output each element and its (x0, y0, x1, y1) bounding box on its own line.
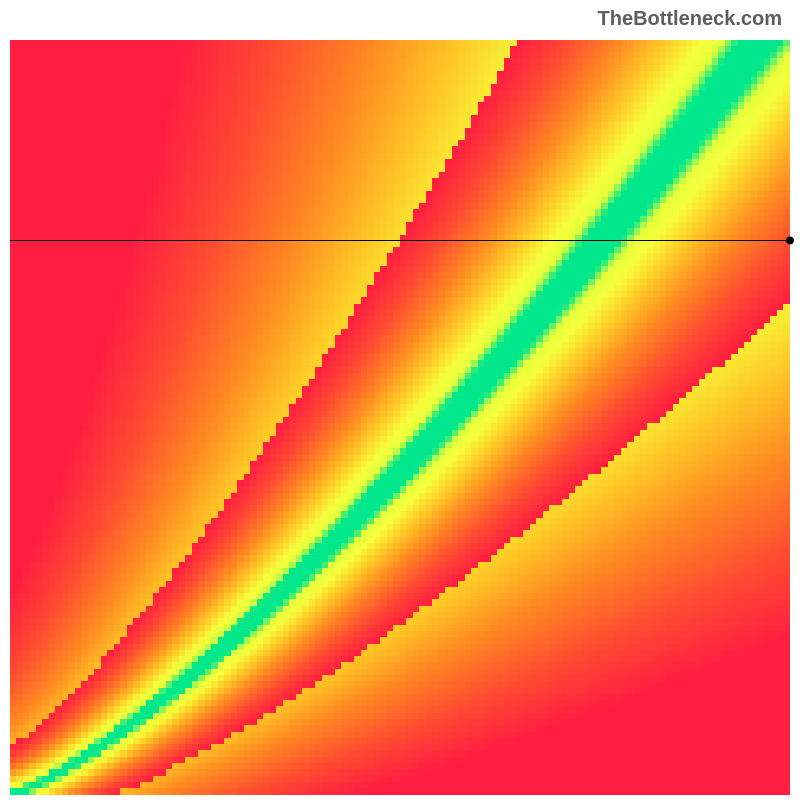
reference-line-endpoint (786, 237, 794, 245)
reference-line (10, 240, 790, 241)
watermark-text: TheBottleneck.com (598, 8, 782, 31)
heatmap-plot (10, 40, 790, 795)
heatmap-canvas (10, 40, 790, 795)
